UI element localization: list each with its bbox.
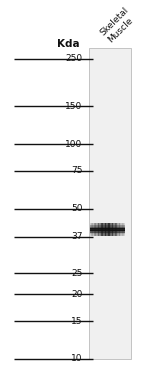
Bar	[118, 223, 119, 236]
Bar	[91, 223, 92, 236]
Bar	[99, 223, 100, 236]
Bar	[119, 223, 120, 236]
Text: 25: 25	[71, 269, 82, 278]
Bar	[115, 223, 116, 236]
Bar	[96, 223, 97, 236]
Bar	[112, 223, 113, 236]
Bar	[122, 223, 123, 236]
Bar	[111, 223, 112, 236]
Bar	[118, 223, 119, 236]
Text: 50: 50	[71, 204, 83, 213]
Bar	[92, 223, 93, 236]
Bar	[110, 223, 111, 236]
Bar	[105, 223, 106, 236]
Bar	[97, 223, 98, 236]
Bar	[105, 223, 106, 236]
Bar	[117, 223, 118, 236]
Bar	[112, 223, 113, 236]
Bar	[123, 223, 124, 236]
Bar	[95, 223, 96, 236]
Bar	[109, 223, 110, 236]
Bar	[104, 223, 105, 236]
Bar	[98, 223, 99, 236]
Bar	[115, 223, 116, 236]
Bar	[119, 223, 120, 236]
Text: 250: 250	[65, 54, 83, 63]
Bar	[116, 223, 117, 236]
Text: 37: 37	[71, 232, 83, 241]
Bar	[116, 223, 117, 236]
Bar	[106, 223, 107, 236]
Bar	[102, 223, 103, 236]
Bar	[108, 223, 109, 236]
Bar	[113, 223, 114, 236]
Bar	[107, 223, 108, 236]
Text: 75: 75	[71, 166, 83, 175]
Bar	[108, 223, 109, 236]
Bar	[123, 223, 124, 236]
Bar	[120, 223, 121, 236]
Bar	[101, 223, 102, 236]
Text: Kda: Kda	[57, 39, 80, 49]
Bar	[98, 223, 99, 236]
Text: 150: 150	[65, 102, 82, 111]
Text: 20: 20	[71, 290, 82, 299]
Text: 100: 100	[65, 139, 82, 149]
Bar	[91, 223, 92, 236]
Bar	[88, 48, 130, 359]
Bar	[101, 223, 102, 236]
Bar	[90, 223, 91, 236]
Text: 15: 15	[71, 317, 83, 326]
Bar	[102, 223, 103, 236]
Bar	[121, 223, 122, 236]
Bar	[94, 223, 95, 236]
Bar	[100, 223, 101, 236]
Bar	[124, 223, 125, 236]
Text: 10: 10	[71, 354, 83, 363]
Bar	[114, 223, 115, 236]
Bar	[97, 223, 98, 236]
Bar	[122, 223, 123, 236]
Bar	[103, 223, 104, 236]
Bar	[93, 223, 94, 236]
Text: Skeletal
Muscle: Skeletal Muscle	[99, 5, 138, 44]
Bar	[95, 223, 96, 236]
Bar	[99, 223, 100, 236]
Bar	[106, 223, 107, 236]
